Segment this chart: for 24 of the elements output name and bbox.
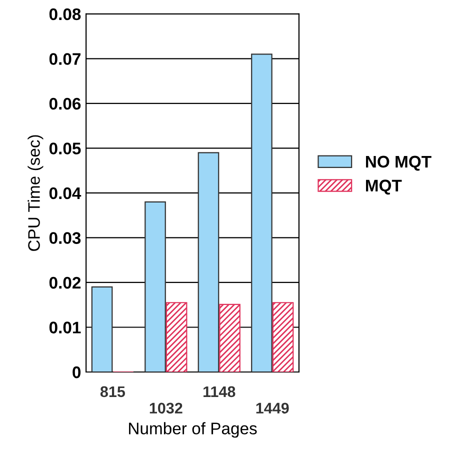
y-tick-label: 0 [72, 366, 81, 378]
bar [91, 286, 113, 372]
x-axis-title: Number of Pages [129, 422, 257, 438]
x-tick-label: 1032 [150, 402, 182, 414]
x-tick-label: 1148 [204, 386, 236, 398]
x-tick-label: 1449 [256, 402, 289, 414]
y-tick-label: 0.05 [49, 142, 81, 154]
y-tick-label: 0.04 [49, 187, 82, 200]
bar [198, 152, 220, 372]
legend-label: NO MQT [366, 156, 432, 171]
legend-label: MQT [366, 180, 402, 195]
bar [166, 302, 188, 372]
y-tick-label: 0.02 [49, 276, 81, 289]
y-tick-label: 0.08 [49, 8, 81, 20]
bar [219, 304, 240, 372]
y-tick-label: 0.01 [49, 322, 81, 334]
y-axis-title: CPU Time (sec) [28, 135, 44, 251]
bar [144, 201, 166, 372]
x-tick-label: 815 [100, 386, 126, 398]
y-tick-label: 0.06 [49, 98, 81, 110]
bar [272, 302, 294, 372]
y-tick-label: 0.03 [49, 232, 81, 244]
bar [251, 54, 272, 372]
y-tick-label: 0.07 [49, 53, 80, 65]
